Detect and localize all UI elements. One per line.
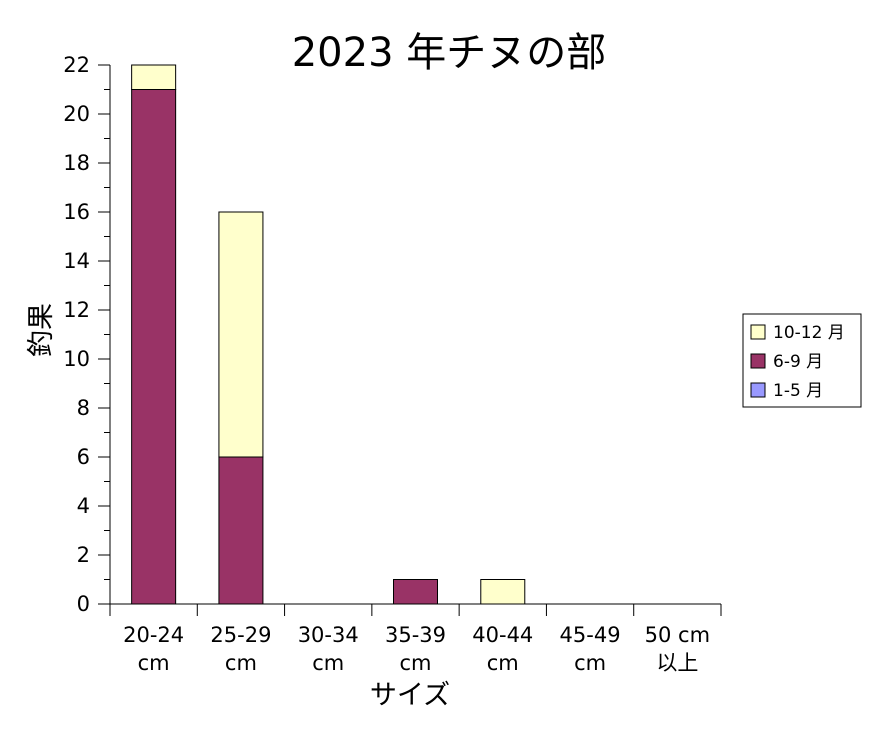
y-tick-label: 2 [77,543,90,567]
y-tick-label: 0 [77,592,90,616]
x-category-label: 40-44 [472,623,533,647]
bar-segment [218,211,264,458]
y-tick-label: 18 [63,151,90,175]
x-category-label: cm [487,651,519,675]
x-category-label: 20-24 [123,623,184,647]
x-category-label: cm [225,651,257,675]
y-tick-label: 14 [63,249,90,273]
x-category-label: cm [312,651,344,675]
x-category-label: 以上 [656,651,698,675]
chart-title: 2023 年チヌの部 [292,30,607,76]
bar-segment [218,456,264,605]
x-category-label: cm [399,651,431,675]
legend-swatch [750,353,766,369]
x-category-label: 50 cm [645,623,710,647]
y-tick-label: 6 [77,445,90,469]
x-category-label: 30-34 [298,623,359,647]
legend-swatch [750,382,766,398]
y-tick-label: 22 [63,53,90,77]
y-tick-label: 20 [63,102,90,126]
y-axis-title: 釣果 [26,303,57,357]
axes-group: 0 2 4 6 8 10 12 14 16 18 20 22 20-24 cm 25-29 cm 30-34 cm… [63,53,722,675]
bar-segment [393,579,438,605]
x-category-label: cm [138,651,170,675]
y-tick-label: 10 [63,347,90,371]
y-tick-label: 16 [63,200,90,224]
x-category-label: 45-49 [560,623,621,647]
bar-segment [480,579,526,605]
x-category-label: 25-29 [210,623,271,647]
y-tick-label: 8 [77,396,90,420]
bar-segment [131,89,177,605]
legend-label: 10-12 月 [773,323,845,343]
x-axis-title: サイズ [370,680,450,711]
legend-swatch [750,324,766,340]
bar-segment [131,64,177,90]
legend-label: 6-9 月 [773,352,823,372]
legend: 10-12 月 6-9 月 1-5 月 [742,313,862,408]
bars-group [131,64,526,605]
legend-label: 1-5 月 [773,381,823,401]
y-tick-label: 4 [77,494,90,518]
x-category-label: cm [574,651,606,675]
y-tick-label: 12 [63,298,90,322]
x-category-label: 35-39 [385,623,446,647]
